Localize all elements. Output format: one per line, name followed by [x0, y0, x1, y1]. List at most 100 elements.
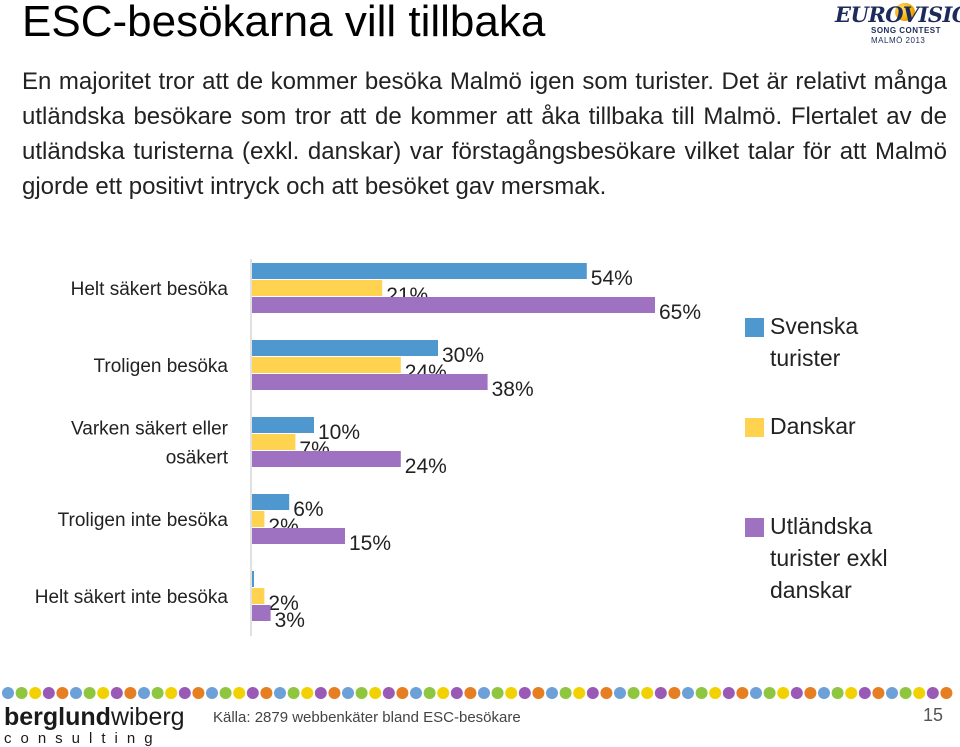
brand-tagline: consulting	[4, 730, 162, 747]
data-label: 15%	[349, 532, 391, 555]
footer-dot	[777, 687, 790, 699]
bar-1	[252, 263, 587, 279]
bar-1	[252, 494, 290, 510]
footer-dot	[722, 687, 735, 699]
bar-2	[252, 588, 265, 604]
footer-dot	[396, 687, 409, 699]
category-label: Troligen inte besöka	[58, 510, 229, 531]
footer-dot	[206, 687, 218, 699]
brand-logo: berglundwiberg	[4, 703, 185, 732]
footer-dot	[355, 687, 368, 699]
category-label: Helt säkert besöka	[71, 279, 229, 300]
footer-dot	[940, 687, 953, 699]
footer-dot	[233, 687, 246, 699]
data-label: 10%	[318, 421, 360, 444]
legend-swatch-2	[745, 418, 764, 437]
data-label: 24%	[405, 455, 447, 478]
category-label: Helt säkert inte besöka	[35, 587, 229, 608]
footer-dot	[831, 687, 844, 699]
bar-3	[252, 528, 345, 544]
footer-dot	[804, 687, 817, 699]
footer-dot	[641, 687, 654, 699]
legend-label: turister exkl	[770, 545, 888, 571]
data-label: 30%	[442, 344, 484, 367]
data-label: 65%	[659, 301, 701, 324]
footer-dot	[913, 687, 926, 699]
slide-title: ESC-besökarna vill tillbaka	[22, 0, 546, 46]
footer-dot	[763, 687, 776, 699]
footer-dot	[369, 687, 382, 699]
logo-wordmark: EUROVISION	[835, 2, 960, 27]
legend-label: turister	[770, 345, 841, 371]
footer-dot	[56, 687, 69, 699]
bar-3	[252, 605, 271, 621]
bar-1	[252, 417, 314, 433]
footer-dot	[274, 687, 286, 699]
data-label: 38%	[492, 378, 534, 401]
footer-dot	[314, 687, 327, 699]
footer-dot	[138, 687, 150, 699]
bar-2	[252, 357, 401, 373]
footer-dot	[886, 687, 898, 699]
bar-3	[252, 297, 655, 313]
logo-location: MALMÖ 2013	[871, 36, 926, 45]
footer-dot	[410, 687, 422, 699]
legend-label: Danskar	[770, 413, 856, 439]
page-number: 15	[923, 705, 944, 725]
footer-dot	[382, 687, 395, 699]
brand-name-bold: berglund	[4, 703, 111, 731]
footer-dot	[70, 687, 82, 699]
footer-dot	[505, 687, 518, 699]
footer-dot	[2, 687, 14, 699]
footer-dot	[301, 687, 314, 699]
footer-dot	[450, 687, 463, 699]
data-label: 3%	[275, 609, 305, 632]
category-label: Varken säkert eller	[71, 419, 229, 440]
legend-swatch-1	[745, 318, 764, 337]
legend-label: danskar	[770, 577, 852, 603]
footer-dot	[790, 687, 803, 699]
intro-paragraph: En majoritet tror att de kommer besöka M…	[22, 68, 947, 200]
footer-dot	[926, 687, 939, 699]
footer-dot	[124, 687, 137, 699]
footer-dot	[110, 687, 123, 699]
footer-dot	[287, 687, 300, 699]
footer-dot	[165, 687, 178, 699]
footer-dot	[586, 687, 599, 699]
footer-dot	[342, 687, 354, 699]
footer-dot	[97, 687, 110, 699]
footer-dot	[736, 687, 749, 699]
source-note: Källa: 2879 webbenkäter bland ESC-besöka…	[213, 709, 521, 726]
footer-dot	[600, 687, 613, 699]
bar-2	[252, 434, 296, 450]
footer-dot	[328, 687, 341, 699]
footer-dot	[83, 687, 96, 699]
footer-dot	[614, 687, 626, 699]
footer-dot	[682, 687, 694, 699]
bar-chart: Helt säkert besöka 54%21%65%Troligen besö…	[35, 259, 888, 636]
bar-2	[252, 511, 265, 527]
bar-2	[252, 280, 383, 296]
footer-dot	[546, 687, 558, 699]
brand-name-regular: wiberg	[110, 703, 185, 731]
legend-label: Utländska	[770, 513, 872, 539]
footer-dot	[464, 687, 477, 699]
eurovision-logo: EUROVISION SONG CONTEST MALMÖ 2013	[835, 2, 960, 48]
bar-3	[252, 374, 488, 390]
footer-dot-strip	[2, 687, 953, 699]
footer-dot	[192, 687, 205, 699]
footer-dot	[42, 687, 55, 699]
footer-dot	[29, 687, 42, 699]
footer-dot	[654, 687, 667, 699]
footer-dot	[627, 687, 640, 699]
footer-dot	[260, 687, 273, 699]
footer-dot	[151, 687, 164, 699]
data-label: 6%	[293, 498, 323, 521]
footer-dot	[695, 687, 708, 699]
bar-3	[252, 451, 401, 467]
footer-dot	[872, 687, 885, 699]
footer-dot	[423, 687, 436, 699]
footer-dot	[818, 687, 830, 699]
data-label: 2%	[268, 592, 298, 615]
footer-dot	[845, 687, 858, 699]
